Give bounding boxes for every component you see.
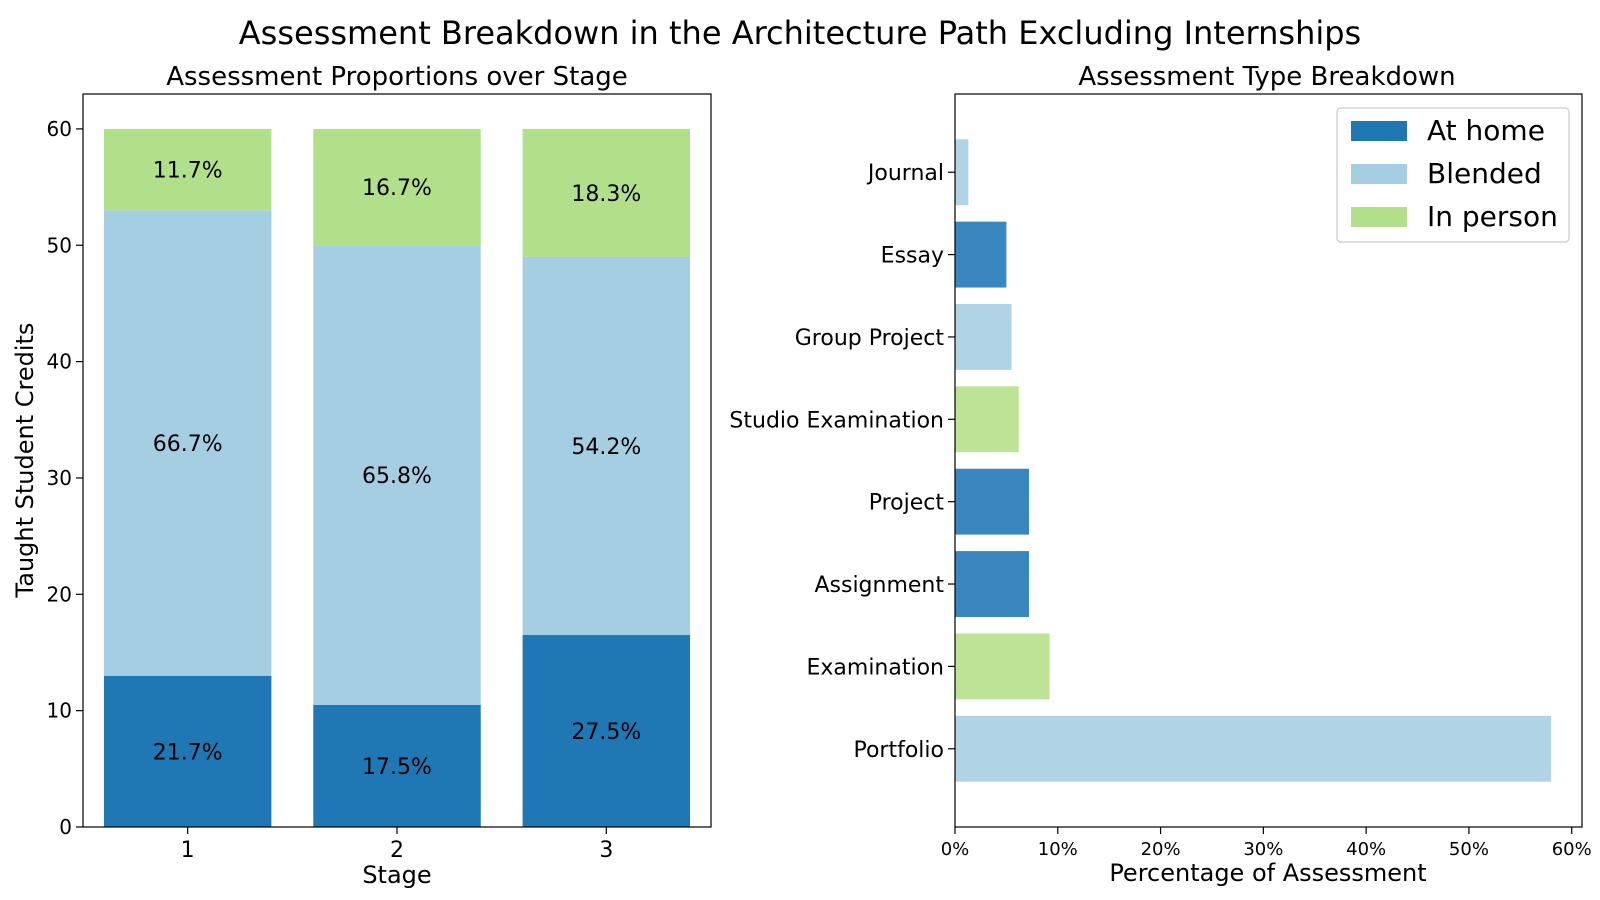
right-y-tick-label: Studio Examination	[729, 408, 944, 433]
stacked-bar-chart: Assessment Proportions over Stage 0 10 20 3…	[11, 62, 712, 889]
legend-entry: Blended	[1427, 157, 1542, 190]
left-chart-title: Assessment Proportions over Stage	[166, 62, 628, 92]
left-bar-data-label: 27.5%	[571, 720, 641, 745]
left-bar-data-label: 54.2%	[571, 435, 641, 460]
right-y-axis-ticks: Portfolio Examination Assignment Project Stu…	[729, 161, 955, 763]
legend: At home Blended In person	[1336, 107, 1570, 243]
right-y-tick-label: Group Project	[795, 326, 945, 351]
right-chart-title: Assessment Type Breakdown	[1078, 62, 1455, 92]
right-x-axis-ticks: 0% 10% 20% 30% 40% 50% 60%	[941, 827, 1592, 860]
right-y-tick-label: Assignment	[814, 573, 944, 598]
legend-entry: At home	[1427, 114, 1545, 147]
right-bar	[955, 468, 1030, 535]
right-x-tick-label: 0%	[941, 839, 970, 860]
left-y-tick-label: 20	[47, 582, 72, 606]
right-bar	[955, 551, 1030, 617]
left-x-axis-label: Stage	[362, 861, 431, 889]
left-plot-frame	[82, 93, 712, 828]
left-bar-data-label: 17.5%	[362, 755, 432, 780]
left-bar-data-label: 66.7%	[153, 432, 223, 457]
left-bar-segment	[103, 675, 272, 827]
legend-swatch	[1351, 164, 1407, 184]
left-bar-data-label: 18.3%	[571, 182, 641, 207]
right-x-axis-label: Percentage of Assessment	[1109, 859, 1426, 887]
left-bar-data-label: 16.7%	[362, 176, 432, 201]
left-y-tick-label: 50	[47, 233, 72, 257]
left-bar-data-label: 65.8%	[362, 464, 432, 489]
left-y-tick-label: 10	[47, 699, 72, 723]
left-y-tick-label: 30	[47, 466, 72, 490]
right-y-tick-label: Journal	[866, 161, 944, 186]
legend-swatch	[1351, 207, 1407, 227]
right-bars	[955, 139, 1552, 782]
left-bar-data-label: 21.7%	[153, 740, 223, 765]
right-bar	[955, 633, 1050, 700]
right-x-tick-label: 10%	[1038, 839, 1078, 860]
left-y-tick-label: 0	[59, 815, 72, 839]
right-bar	[955, 304, 1012, 370]
left-bar-segment	[313, 704, 481, 827]
left-x-tick-label: 1	[181, 838, 195, 863]
right-bar	[955, 386, 1019, 453]
legend-entry: In person	[1427, 200, 1558, 233]
right-plot-frame	[954, 93, 1583, 828]
right-x-tick-label: 50%	[1449, 839, 1489, 860]
left-bar-labels: 21.7% 66.7% 11.7% 17.5% 65.8% 16.7% 27.5% 54.2%…	[153, 159, 642, 780]
left-y-axis-label: Taught Student Credits	[11, 323, 39, 599]
right-bar	[955, 221, 1007, 288]
left-y-tick-label: 40	[47, 350, 72, 374]
right-y-tick-label: Project	[869, 491, 945, 516]
right-bar	[955, 715, 1552, 782]
right-y-tick-label: Portfolio	[853, 738, 944, 763]
left-y-axis-ticks: 0 10 20 30 40 50 60	[47, 117, 83, 839]
left-bar-segment	[103, 128, 272, 211]
right-y-tick-label: Examination	[806, 655, 944, 680]
left-bar-segment	[313, 245, 481, 705]
left-bar-segment	[522, 128, 691, 257]
left-bar-segment	[522, 635, 691, 827]
left-x-axis-ticks: 1 2 3	[181, 827, 613, 863]
right-bar	[955, 139, 969, 206]
right-x-tick-label: 20%	[1141, 839, 1181, 860]
left-bar-segment	[103, 210, 272, 676]
right-x-tick-label: 60%	[1552, 839, 1592, 860]
horizontal-bar-chart: Assessment Type Breakdown Portfolio Exami…	[729, 62, 1591, 887]
right-x-tick-label: 40%	[1346, 839, 1386, 860]
left-bar-data-label: 11.7%	[153, 159, 223, 184]
right-x-tick-label: 30%	[1243, 839, 1283, 860]
right-y-tick-label: Essay	[881, 244, 944, 269]
legend-swatch	[1351, 121, 1407, 141]
left-x-tick-label: 3	[599, 838, 613, 863]
left-bar-segment	[313, 128, 481, 246]
figure-title: Assessment Breakdown in the Architecture…	[239, 14, 1361, 52]
left-bar-segment	[522, 256, 691, 636]
left-x-tick-label: 2	[390, 838, 404, 863]
left-bars	[103, 128, 691, 827]
left-y-tick-label: 60	[47, 117, 72, 141]
